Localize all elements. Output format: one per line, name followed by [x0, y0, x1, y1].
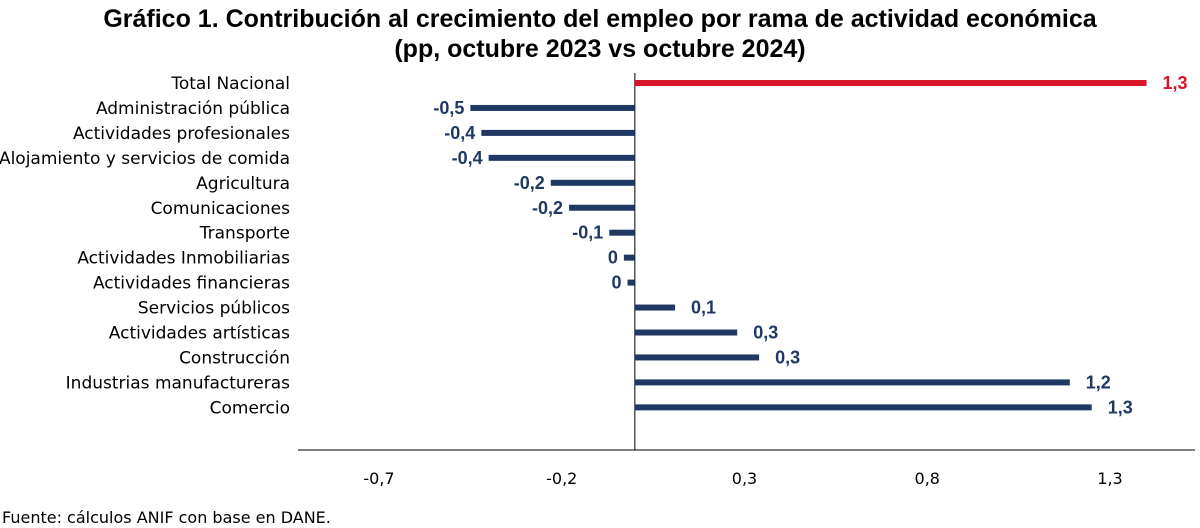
x-tick-label: -0,7 [363, 469, 394, 488]
bar [627, 279, 635, 286]
data-label: -0,2 [532, 198, 563, 218]
x-tick-label: 0,8 [915, 469, 940, 488]
category-label: Transporte [199, 224, 290, 244]
chart-subtitle: (pp, octubre 2023 vs octubre 2024) [394, 35, 806, 63]
category-label: Administración pública [96, 99, 290, 119]
data-label: 0,1 [691, 298, 716, 318]
x-tick-label: 0,3 [732, 469, 757, 488]
category-label: Alojamiento y servicios de comida [0, 149, 290, 169]
chart-title: Gráfico 1. Contribución al crecimiento d… [103, 5, 1097, 33]
bar [634, 404, 1092, 411]
data-label: 0,3 [753, 323, 778, 343]
data-label: -0,1 [572, 223, 603, 243]
bar [634, 329, 738, 336]
category-label: Actividades artísticas [109, 324, 290, 344]
category-label: Comunicaciones [151, 199, 291, 219]
bar [569, 204, 635, 211]
category-label: Total Nacional [170, 74, 290, 94]
data-label: 0 [612, 273, 622, 293]
bar [609, 229, 635, 236]
bar [634, 354, 760, 361]
category-label: Actividades profesionales [73, 124, 290, 144]
data-label: -0,2 [514, 173, 545, 193]
category-label: Construcción [179, 348, 290, 368]
bar [470, 104, 635, 111]
category-label: Actividades financieras [93, 274, 290, 294]
data-label: -0,4 [444, 123, 475, 143]
data-label: 1,3 [1108, 397, 1133, 417]
bar [634, 304, 676, 311]
x-tick-label: -0,2 [546, 469, 577, 488]
category-label: Comercio [210, 398, 290, 418]
x-tick-label: 1,3 [1097, 469, 1122, 488]
category-label: Industrias manufactureras [66, 373, 290, 393]
data-label: -0,5 [433, 98, 464, 118]
bar [481, 129, 635, 136]
source-note: Fuente: cálculos ANIF con base en DANE. [2, 508, 331, 527]
category-label: Agricultura [196, 174, 290, 194]
bar [623, 254, 635, 261]
bar [550, 179, 635, 186]
data-label: 1,3 [1163, 73, 1188, 93]
bar [634, 80, 1147, 86]
data-label: 0 [608, 248, 618, 268]
bar [488, 154, 635, 161]
data-label: -0,4 [452, 148, 483, 168]
category-label: Actividades Inmobiliarias [77, 249, 290, 269]
data-label: 0,3 [775, 347, 800, 367]
category-label: Servicios públicos [138, 299, 290, 319]
bar [634, 379, 1070, 386]
data-label: 1,2 [1086, 372, 1111, 392]
